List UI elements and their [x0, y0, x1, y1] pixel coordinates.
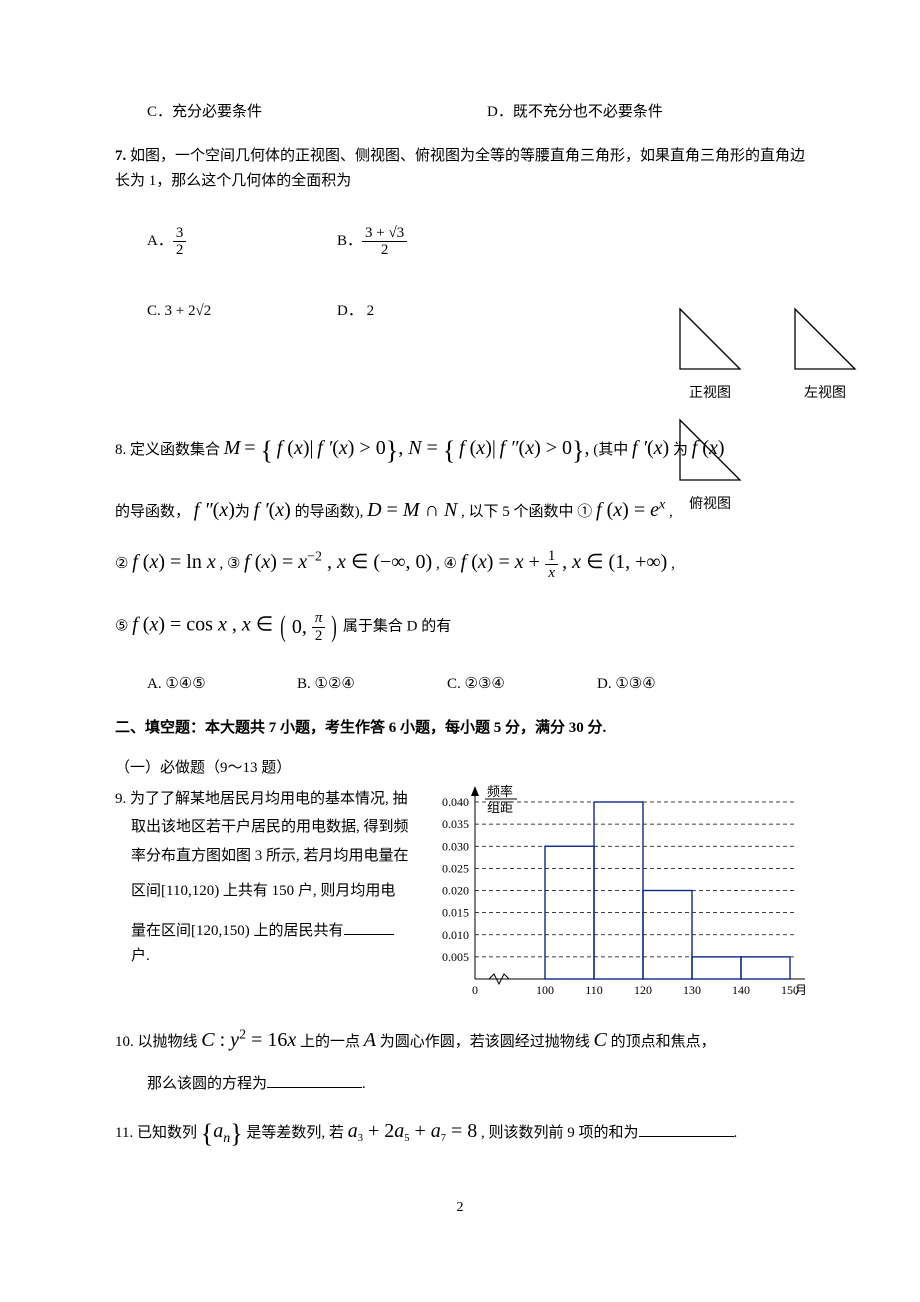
q8-line4-tail: 属于集合 D 的有 — [343, 619, 451, 635]
svg-text:100: 100 — [536, 983, 554, 997]
q7-optA-label: A． — [147, 229, 173, 255]
q8-frac4-num: 1 — [545, 548, 559, 566]
q7-views-bottom-caption: 俯视图 — [670, 493, 900, 517]
q8-tail1: (其中 — [593, 442, 632, 458]
q8-optC: C. ②③④ — [447, 672, 597, 698]
q8-eq-text: = — [244, 437, 260, 459]
q7-options: A． 3 2 B． 3 + √3 2 C. 3 + 2√2 D． 2 — [115, 207, 567, 347]
page-number: 2 — [115, 1196, 805, 1220]
top-view-triangle — [670, 415, 750, 487]
q7-optA: A． 3 2 — [147, 207, 337, 277]
q7-optB-den: 2 — [362, 242, 407, 259]
front-view-label: 正视图 — [670, 382, 750, 406]
q8-dom-den: 2 — [312, 628, 326, 645]
q11-line: 11. 已知数列 {an} 是等差数列, 若 a3 + 2a5 + a7 = 8… — [115, 1112, 805, 1156]
svg-text:130: 130 — [683, 983, 701, 997]
q6-optC: C．充分必要条件 — [147, 100, 487, 126]
q6-options-row: C．充分必要条件 D．既不充分也不必要条件 — [115, 100, 805, 126]
q7-optA-den: 2 — [173, 242, 187, 259]
q7-views-top-captions: 正视图 左视图 — [670, 382, 900, 406]
q8-domain-frac: π 2 — [312, 610, 326, 644]
svg-text:0.010: 0.010 — [442, 927, 469, 941]
svg-text:0.025: 0.025 — [442, 861, 469, 875]
q8-line3: ② f (x) = ln x , ③ f (x) = x−2 , x ∈ (−∞… — [115, 536, 805, 588]
q8-prefix: 8. 定义函数集合 — [115, 442, 224, 458]
q7-views-top-row — [670, 304, 900, 376]
q7-optA-num: 3 — [173, 225, 187, 243]
q7-optD: D． 2 — [337, 277, 527, 347]
svg-text:120: 120 — [634, 983, 652, 997]
q7-three-views: 正视图 左视图 俯视图 — [670, 304, 900, 518]
q8-options: A. ①④⑤ B. ①②④ C. ②③④ D. ①③④ — [115, 672, 805, 698]
svg-text:0.040: 0.040 — [442, 795, 469, 809]
q7-num: 7. — [115, 148, 126, 164]
q9-l5: 量在区间[120,150) 上的居民共有户. — [115, 919, 410, 970]
q10-line1: 10. 以抛物线 C : y2 = 16x 上的一点 A 为圆心作圆，若该圆经过… — [115, 1023, 805, 1057]
q10-b: 那么该圆的方程为 — [147, 1076, 267, 1092]
q9-l5a: 量在区间[120,150) 上的居民共有 — [131, 923, 344, 939]
left-view-label: 左视图 — [785, 382, 865, 406]
q7-optB: B． 3 + √3 2 — [337, 207, 527, 277]
front-view-triangle — [670, 304, 750, 376]
q10-blank — [267, 1072, 362, 1088]
page-container: C．充分必要条件 D．既不充分也不必要条件 7. 如图，一个空间几何体的正视图、… — [0, 0, 920, 1302]
svg-text:0.030: 0.030 — [442, 839, 469, 853]
svg-text:0: 0 — [472, 983, 478, 997]
q7-views-bottom-row — [670, 415, 900, 487]
q7-optC: C. 3 + 2√2 — [147, 277, 337, 347]
svg-text:140: 140 — [732, 983, 750, 997]
q8-optD: D. ①③④ — [597, 672, 747, 698]
q9-block: 9. 为了了解某地居民月均用电的基本情况, 抽 取出该地区若干户居民的用电数据,… — [115, 784, 805, 1009]
svg-text:110: 110 — [585, 983, 603, 997]
q9-l2: 取出该地区若干户居民的用电数据, 得到频 — [115, 815, 410, 841]
q11-dot: . — [734, 1125, 738, 1141]
svg-text:0.015: 0.015 — [442, 905, 469, 919]
q8-frac4: 1 x — [545, 548, 559, 582]
q9-l1: 9. 为了了解某地居民月均用电的基本情况, 抽 — [115, 787, 410, 813]
q8-frac4-den: x — [545, 565, 559, 582]
q9-blank — [344, 919, 394, 935]
q7-optB-label: B． — [337, 229, 362, 255]
svg-text:月均用电量(度): 月均用电量(度) — [795, 982, 805, 997]
q7-optB-frac: 3 + √3 2 — [362, 225, 407, 259]
q8-optA: A. ①④⑤ — [147, 672, 297, 698]
q9-histogram: 频率组距0.0400.0350.0300.0250.0200.0150.0100… — [420, 784, 805, 1009]
section2-sub: （一）必做题（9～13 题） — [115, 756, 805, 782]
svg-text:0.020: 0.020 — [442, 883, 469, 897]
q9-l5b: 户. — [131, 948, 150, 964]
q10-line2: 那么该圆的方程为. — [115, 1072, 805, 1098]
q7-stem: 7. 如图，一个空间几何体的正视图、侧视图、俯视图为全等的等腰直角三角形，如果直… — [115, 144, 805, 195]
left-view-triangle — [785, 304, 865, 376]
q10-c: . — [362, 1076, 366, 1092]
q9-l3: 率分布直方图如图 3 所示, 若月均用电量在 — [115, 844, 410, 870]
q7-stem-text: 如图，一个空间几何体的正视图、侧视图、俯视图为全等的等腰直角三角形，如果直角三角… — [115, 148, 805, 190]
svg-text:0.035: 0.035 — [442, 817, 469, 831]
q8-M-eq: M — [224, 437, 241, 459]
q7-optA-frac: 3 2 — [173, 225, 187, 259]
q6-optD: D．既不充分也不必要条件 — [487, 100, 663, 126]
svg-text:频率: 频率 — [487, 784, 513, 799]
q9-text: 9. 为了了解某地居民月均用电的基本情况, 抽 取出该地区若干户居民的用电数据,… — [115, 784, 410, 1009]
top-view-label: 俯视图 — [670, 493, 750, 517]
section2-title: 二、填空题：本大题共 7 小题，考生作答 6 小题，每小题 5 分，满分 30 … — [115, 716, 805, 742]
q7-block: 7. 如图，一个空间几何体的正视图、侧视图、俯视图为全等的等腰直角三角形，如果直… — [115, 144, 805, 347]
q11-blank — [639, 1121, 734, 1137]
histogram-svg: 频率组距0.0400.0350.0300.0250.0200.0150.0100… — [420, 784, 805, 1009]
q8-optB: B. ①②④ — [297, 672, 447, 698]
q8-line4: ⑤ f (x) = cos x , x ∈ ( 0, π 2 ) 属于集合 D … — [115, 588, 805, 666]
q9-l4: 区间[110,120) 上共有 150 户, 则月均用电 — [115, 879, 410, 905]
q8-dom-num: π — [312, 610, 326, 628]
svg-text:0.005: 0.005 — [442, 949, 469, 963]
q7-optB-num: 3 + √3 — [362, 225, 407, 243]
